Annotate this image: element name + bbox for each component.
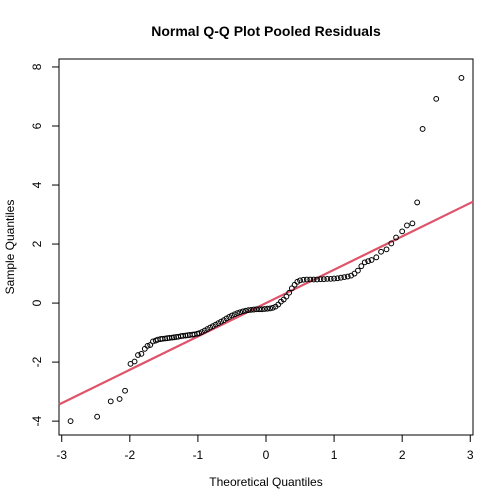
data-point	[231, 311, 238, 318]
data-point	[162, 335, 169, 342]
data-point	[388, 240, 395, 247]
chart-title: Normal Q-Q Plot Pooled Residuals	[151, 23, 381, 39]
x-tick-label: 3	[467, 448, 474, 462]
data-point	[341, 274, 348, 281]
data-point	[138, 350, 145, 357]
data-point	[182, 332, 189, 339]
data-point	[355, 267, 361, 274]
data-point	[378, 248, 384, 255]
data-point	[383, 246, 390, 253]
data-point	[242, 307, 249, 314]
y-axis-label: Sample Quantiles	[3, 200, 17, 295]
x-tick-label: 2	[399, 448, 406, 462]
y-tick-label: 2	[30, 240, 44, 247]
data-point	[239, 308, 246, 315]
data-point	[338, 274, 344, 281]
data-point	[234, 310, 241, 317]
x-tick-label: 0	[263, 448, 270, 462]
x-tick-label: -2	[124, 448, 135, 462]
data-point	[310, 276, 317, 283]
data-point	[261, 306, 268, 312]
data-point	[334, 275, 341, 282]
data-point	[229, 312, 235, 319]
data-point	[303, 276, 310, 283]
data-point	[250, 306, 257, 313]
data-point	[419, 126, 426, 132]
data-point	[141, 345, 148, 352]
data-point	[259, 306, 265, 313]
plot-frame	[58, 58, 474, 436]
data-point	[122, 387, 128, 394]
data-point	[361, 259, 368, 266]
data-point	[307, 276, 314, 283]
data-point	[358, 263, 365, 270]
data-point	[269, 304, 276, 311]
data-point	[267, 305, 273, 312]
data-point	[237, 309, 244, 316]
data-point	[67, 418, 74, 425]
data-point	[433, 95, 440, 102]
data-point	[404, 222, 410, 229]
x-ticks: -3 -2 -1 0 1 2 3	[56, 435, 474, 462]
data-point	[344, 273, 351, 280]
data-point	[253, 306, 260, 313]
data-point	[393, 234, 399, 241]
data-point	[135, 352, 141, 358]
data-point	[264, 305, 271, 312]
points-layer	[67, 74, 465, 425]
data-point	[144, 342, 151, 349]
x-tick-label: -1	[193, 448, 204, 462]
data-point	[196, 330, 203, 337]
data-point	[399, 228, 406, 235]
data-point	[327, 275, 334, 282]
data-point	[320, 276, 327, 283]
data-point	[150, 338, 156, 345]
reference-line	[58, 200, 474, 406]
y-tick-label: 6	[30, 122, 44, 129]
data-point	[324, 275, 331, 282]
y-tick-label: 0	[30, 299, 44, 306]
data-point	[300, 276, 307, 283]
data-point	[127, 360, 134, 367]
data-point	[169, 334, 175, 341]
x-tick-label: 1	[331, 448, 338, 462]
data-point	[245, 307, 252, 314]
data-point	[248, 306, 254, 313]
data-point	[331, 275, 337, 282]
data-point	[373, 254, 380, 261]
y-tick-label: 8	[30, 63, 44, 70]
data-point	[458, 74, 465, 81]
data-point	[256, 306, 263, 313]
data-point	[368, 257, 375, 263]
data-point	[116, 396, 123, 402]
y-tick-label: -2	[30, 356, 44, 367]
data-point	[351, 270, 358, 277]
data-point	[131, 358, 138, 365]
data-point	[317, 276, 324, 283]
y-tick-label: 4	[30, 181, 44, 188]
y-ticks: -4 -2 0 2 4 6 8	[30, 63, 59, 426]
data-point	[286, 289, 293, 296]
x-tick-label: -3	[56, 448, 67, 462]
data-point	[409, 220, 416, 227]
data-point	[297, 277, 303, 284]
data-point	[107, 398, 114, 405]
data-point	[283, 293, 290, 300]
data-point	[314, 276, 320, 283]
data-point	[171, 334, 177, 341]
data-point	[94, 413, 101, 420]
data-point	[288, 285, 295, 292]
data-point	[365, 258, 372, 265]
y-tick-label: -4	[30, 415, 44, 426]
data-point	[147, 342, 154, 348]
data-point	[414, 199, 421, 206]
x-axis-label: Theoretical Quantiles	[209, 475, 322, 489]
reference-line-layer	[58, 200, 474, 406]
data-point	[291, 281, 298, 288]
